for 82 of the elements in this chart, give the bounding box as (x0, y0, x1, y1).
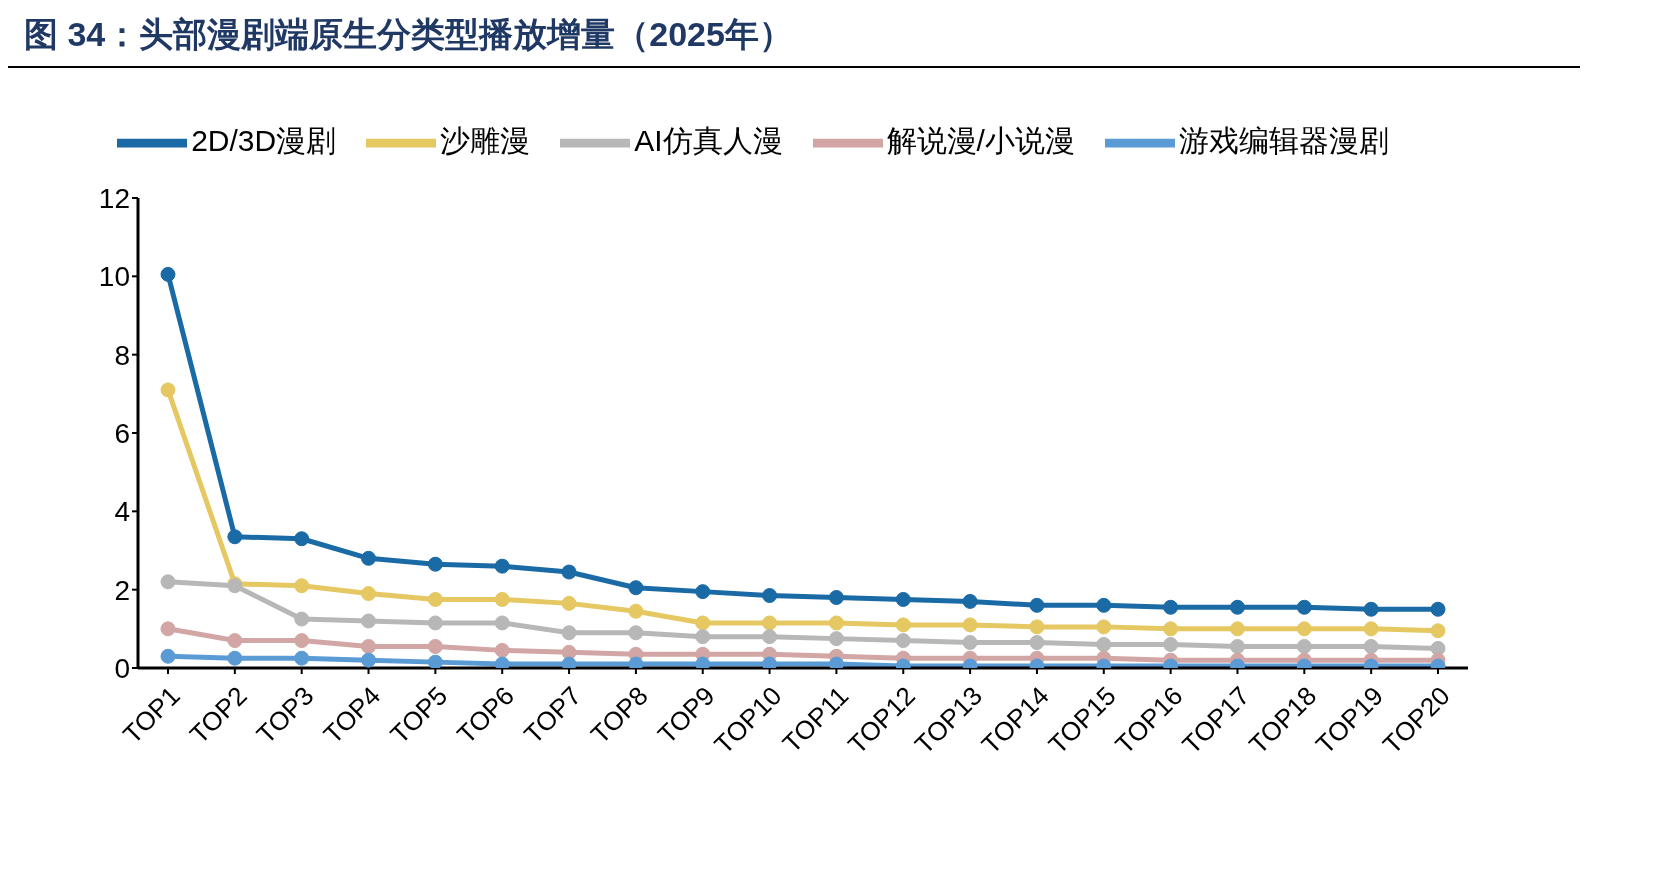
point (361, 613, 377, 629)
point (828, 631, 844, 647)
point (227, 529, 243, 545)
point (361, 638, 377, 654)
point (895, 591, 911, 607)
point (1296, 638, 1312, 654)
point (361, 550, 377, 566)
point (160, 382, 176, 398)
point (561, 564, 577, 580)
point (1296, 599, 1312, 615)
point (361, 652, 377, 668)
point (695, 615, 711, 631)
point (1163, 599, 1179, 615)
point (561, 625, 577, 641)
point (762, 629, 778, 645)
legend-label: AI仿真人漫 (634, 123, 783, 157)
point (294, 633, 310, 649)
point (427, 638, 443, 654)
point (427, 615, 443, 631)
point (160, 648, 176, 664)
y-tick-label: 2 (114, 574, 130, 606)
point (1029, 635, 1045, 651)
point (1029, 597, 1045, 613)
point (628, 625, 644, 641)
legend-label: 游戏编辑器漫剧 (1178, 123, 1389, 157)
legend-label: 沙雕漫 (440, 123, 531, 157)
y-tick-label: 6 (114, 417, 130, 449)
point (294, 578, 310, 594)
point (227, 633, 243, 649)
point (160, 621, 176, 637)
point (294, 531, 310, 547)
point (962, 617, 978, 633)
point (227, 650, 243, 666)
point (1363, 621, 1379, 637)
point (695, 629, 711, 645)
point (294, 611, 310, 627)
point (1430, 601, 1446, 617)
point (895, 633, 911, 649)
point (828, 615, 844, 631)
point (494, 642, 510, 658)
point (561, 595, 577, 611)
point (628, 603, 644, 619)
y-tick-label: 4 (114, 496, 130, 528)
point (1163, 637, 1179, 652)
point (1363, 601, 1379, 617)
point (427, 556, 443, 572)
point (361, 586, 377, 602)
point (294, 650, 310, 666)
point (962, 635, 978, 651)
point (1229, 621, 1245, 637)
y-tick-label: 10 (98, 261, 130, 293)
legend-label: 解说漫/小说漫 (886, 123, 1075, 157)
point (628, 580, 644, 596)
point (1363, 638, 1379, 654)
point (1096, 619, 1112, 635)
y-tick-label: 8 (114, 339, 130, 371)
point (762, 588, 778, 604)
point (494, 591, 510, 607)
point (427, 654, 443, 668)
point (828, 590, 844, 605)
point (1029, 619, 1045, 635)
point (762, 615, 778, 631)
point (1163, 621, 1179, 637)
point (695, 584, 711, 600)
point (1430, 623, 1446, 639)
y-tick-label: 0 (114, 652, 130, 684)
point (160, 266, 176, 282)
point (494, 615, 510, 631)
point (1296, 621, 1312, 637)
point (895, 617, 911, 633)
y-tick-label: 12 (98, 182, 130, 214)
point (160, 574, 176, 590)
point (962, 593, 978, 609)
point (494, 558, 510, 574)
point (1096, 597, 1112, 613)
point (1229, 599, 1245, 615)
point (427, 591, 443, 607)
point (561, 644, 577, 660)
chart-title: 图 34：头部漫剧端原生分类型播放增量（2025年） (8, 8, 1580, 68)
legend-label: 2D/3D漫剧 (191, 123, 337, 157)
point (1096, 637, 1112, 652)
point (1229, 638, 1245, 654)
